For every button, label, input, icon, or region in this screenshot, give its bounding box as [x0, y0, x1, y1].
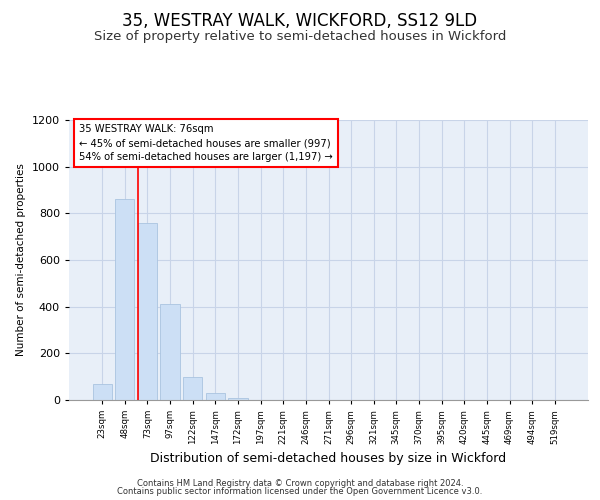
Text: Size of property relative to semi-detached houses in Wickford: Size of property relative to semi-detach… [94, 30, 506, 43]
Bar [206, 394, 225, 400]
Bar [229, 398, 248, 400]
Bar [92, 384, 112, 400]
Bar [115, 200, 134, 400]
Bar [183, 376, 202, 400]
Text: 35, WESTRAY WALK, WICKFORD, SS12 9LD: 35, WESTRAY WALK, WICKFORD, SS12 9LD [122, 12, 478, 30]
Y-axis label: Number of semi-detached properties: Number of semi-detached properties [16, 164, 26, 356]
Text: Contains HM Land Registry data © Crown copyright and database right 2024.: Contains HM Land Registry data © Crown c… [137, 478, 463, 488]
Text: Contains public sector information licensed under the Open Government Licence v3: Contains public sector information licen… [118, 487, 482, 496]
X-axis label: Distribution of semi-detached houses by size in Wickford: Distribution of semi-detached houses by … [151, 452, 506, 465]
Bar [160, 304, 180, 400]
Text: 35 WESTRAY WALK: 76sqm
← 45% of semi-detached houses are smaller (997)
54% of se: 35 WESTRAY WALK: 76sqm ← 45% of semi-det… [79, 124, 333, 162]
Bar [138, 222, 157, 400]
